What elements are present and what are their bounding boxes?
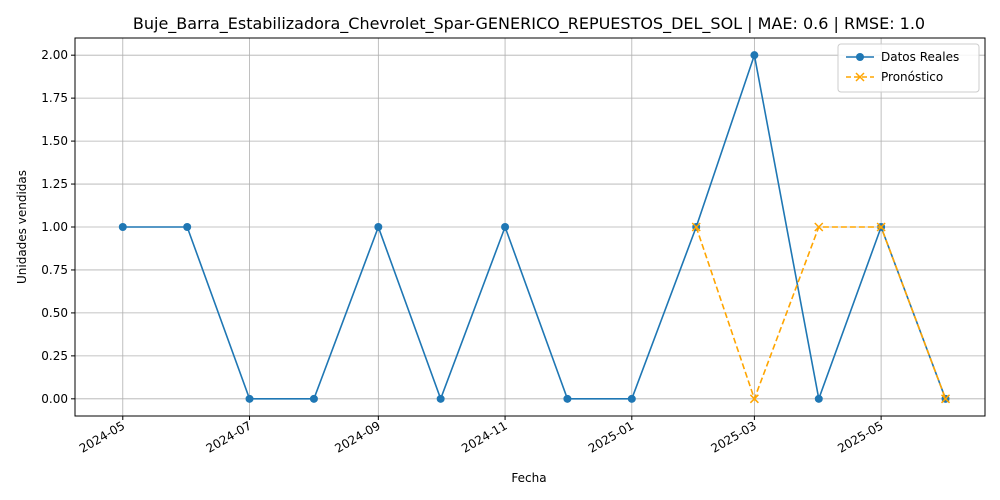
legend-label-pronostico: Pronóstico [881,70,943,84]
series-1-point [876,222,886,232]
series-0-point [374,223,383,231]
x-axis: 2024-05 2024-07 2024-09 2024-11 2025-01 2025-… [77,416,886,456]
series-0-point [750,51,759,60]
series-0-point [563,394,572,403]
y-tick-label: 1.00 [41,220,68,234]
y-tick-label: 0.75 [41,263,68,277]
y-tick-label: 1.75 [41,91,68,105]
y-tick-label: 0.50 [41,306,68,320]
series-0-point [501,223,510,231]
legend-marker-datos-reales [856,53,864,61]
series-0-point [245,394,254,403]
y-tick-label: 1.25 [41,177,68,191]
series-1-point [691,222,701,232]
grid [75,38,985,416]
series-line-0 [122,52,947,402]
y-tick-label: 1.50 [41,134,68,148]
series-1-point [814,222,824,232]
y-tick-label: 0.00 [41,392,68,406]
legend-marker-pronostico [855,72,865,82]
legend: Datos Reales Pronóstico [837,43,980,93]
x-tick-label: 2025-01 [586,418,636,455]
x-tick-label: 2024-05 [77,418,127,455]
series-1-point [940,394,951,404]
series-0-point [118,223,127,231]
legend-label-datos-reales: Datos Reales [881,50,959,64]
series-0-point [627,394,636,403]
series-0-point [309,394,318,403]
series-0-point [436,394,445,403]
y-tick-label: 0.25 [41,349,68,363]
chart-title: Buje_Barra_Estabilizadora_Chevrolet_Spar… [133,14,925,34]
series-0-point [183,223,192,231]
y-tick-label: 2.00 [41,48,68,62]
series-layer [118,51,951,404]
y-axis-label: Unidades vendidas [15,170,29,284]
x-tick-label: 2024-11 [459,418,509,455]
x-tick-label: 2024-07 [204,418,254,455]
x-tick-label: 2025-03 [708,418,758,455]
x-axis-label: Fecha [511,471,546,485]
x-tick-label: 2025-05 [835,418,885,455]
y-axis: 0.00 0.25 0.50 0.75 1.00 1.25 1.50 1.75 2.00 [41,48,75,406]
x-tick-label: 2024-09 [332,418,382,455]
legend-box [837,43,980,93]
series-0-point [814,394,823,403]
series-1-point [749,394,759,404]
